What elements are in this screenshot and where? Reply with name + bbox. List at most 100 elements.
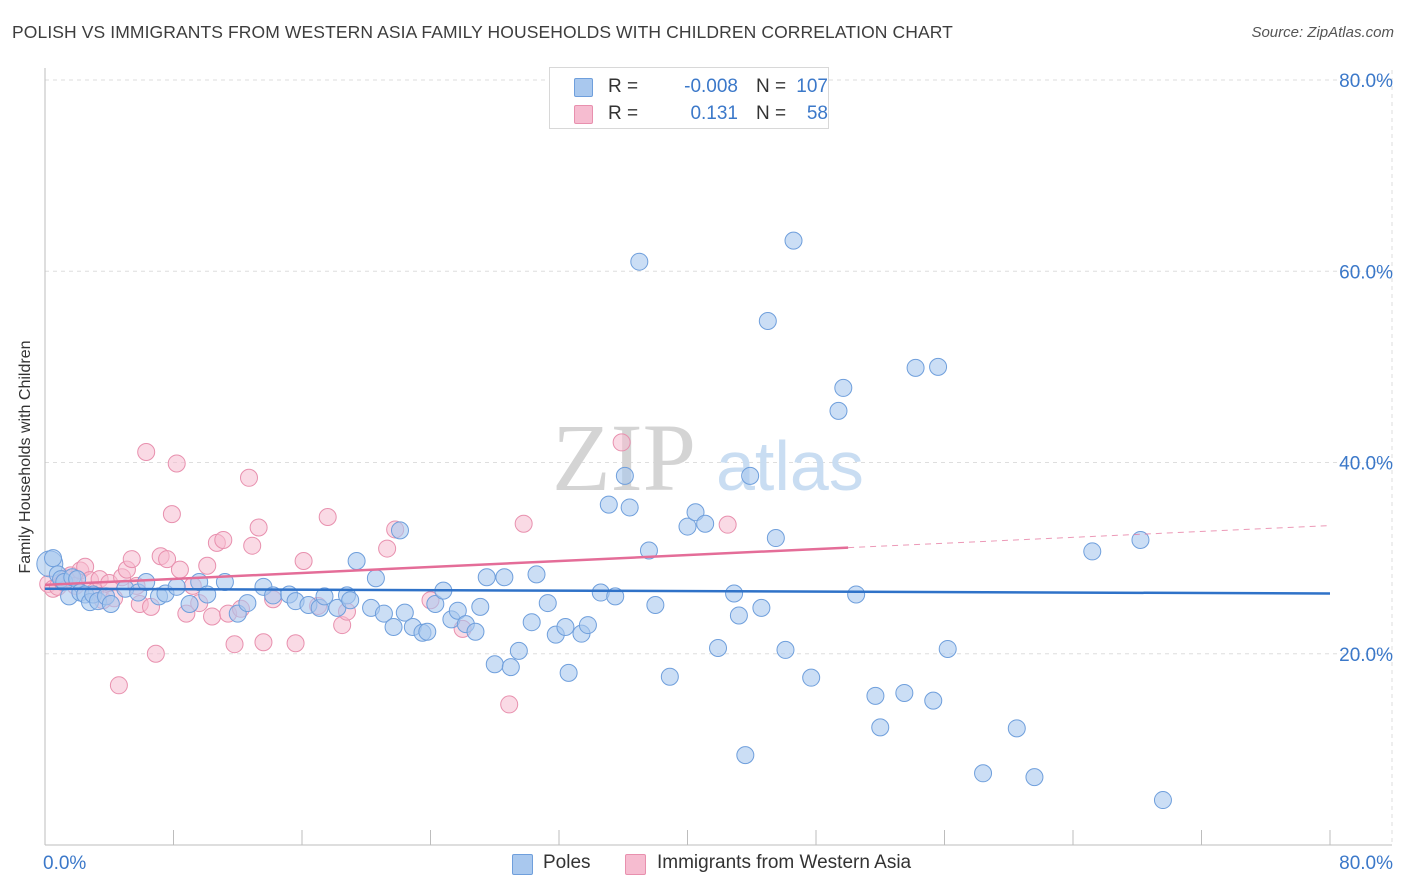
wa-point [198,556,217,575]
y-axis-label: Family Households with Children [17,340,34,574]
wa-point [225,635,244,654]
poles-point [366,569,385,588]
y-tick-labels: 20.0% 40.0% 60.0% 80.0% [1339,71,1393,666]
poles-point [1083,542,1102,561]
wa-point [286,634,305,653]
poles-point [709,639,728,658]
poles-point [974,764,993,783]
wa-point [294,551,313,570]
y-tick-label: 20.0% [1339,645,1393,666]
poles-point [829,401,848,420]
poles-point [384,617,403,636]
wa-point [254,633,273,652]
source-label: Source: ZipAtlas.com [1251,24,1394,41]
x-tick-labels: 0.0% 80.0% [43,853,1393,874]
wa-point [378,539,397,558]
poles-point [347,551,366,570]
poles-point [686,503,705,522]
poles-point [639,541,658,560]
poles-point [137,573,156,592]
poles-point [729,606,748,625]
poles-point [1153,791,1172,810]
poles-point [758,311,777,330]
poles-swatch [574,78,593,97]
r-value: -0.008 [684,76,738,97]
poles-point [620,498,639,517]
poles-point [495,568,514,587]
poles-point [471,597,490,616]
wa-point [158,550,177,569]
wa-point [203,607,222,626]
trend-lines [44,525,1331,595]
poles-point [578,616,597,635]
r-value: 0.131 [690,103,738,124]
poles-point [559,663,578,682]
poles-point [395,603,414,622]
poles-point [1131,530,1150,549]
wa-point [162,505,181,524]
western-asia-trend-line [44,546,849,587]
poles-point [527,565,546,584]
wa-point [514,514,533,533]
x-tick-label-right: 80.0% [1339,853,1393,874]
wa-point [500,695,519,714]
poles-point [418,622,437,641]
poles-point [615,466,634,485]
poles-point [752,598,771,617]
western-asia-trend-extension [848,525,1331,549]
poles-point [448,601,467,620]
poles-point [660,667,679,686]
poles-point [180,595,199,614]
poles-point [646,595,665,614]
n-value: 58 [806,103,828,124]
poles-point [847,585,866,604]
poles-point [741,466,760,485]
wa-point [146,644,165,663]
poles-point [315,587,334,606]
wa-point [239,468,258,487]
poles-point [906,358,925,377]
poles-point [929,357,948,376]
poles-point [538,594,557,613]
wa-point [318,508,337,527]
poles-point [866,686,885,705]
poles-point [167,577,186,596]
poles-point [736,746,755,765]
poles-point [522,613,541,632]
poles-point [390,521,409,540]
n-label: N = [756,76,787,97]
poles-point [725,584,744,603]
watermark: ZIP atlas [552,404,864,511]
watermark-zip: ZIP [552,404,696,511]
poles-point [501,658,520,677]
poles-point [924,691,943,710]
western-asia-swatch [574,105,593,124]
western-asia-swatch [625,854,646,875]
poles-point [341,591,360,610]
poles-point [678,517,697,536]
poles-point [1007,719,1026,738]
wa-point [214,530,233,549]
wa-point [170,560,189,579]
poles-point [374,604,393,623]
wa-point [109,676,128,695]
watermark-atlas: atlas [716,427,864,505]
poles-point [784,231,803,250]
wa-point [122,550,141,569]
r-label: R = [608,103,639,124]
poles-point [630,252,649,271]
poles-point [509,641,528,660]
poles-point [696,514,715,533]
poles-point [238,594,257,613]
n-label: N = [756,103,787,124]
y-tick-label: 40.0% [1339,454,1393,475]
r-label: R = [608,76,639,97]
axes [44,68,1392,846]
poles-point [802,668,821,687]
poles-swatch [512,854,533,875]
wa-point [718,515,737,534]
wa-point [137,442,156,461]
poles-point [426,595,445,614]
x-tick-label-left: 0.0% [43,853,86,874]
